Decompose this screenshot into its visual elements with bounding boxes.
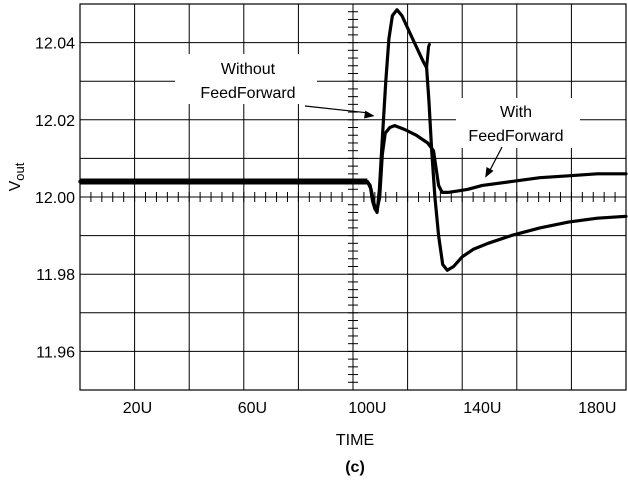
x-tick-label: 100U (348, 400, 386, 417)
annotation-with-line1: With (500, 104, 532, 121)
series-layer (78, 8, 628, 272)
annotation-without-line1: Without (221, 61, 276, 78)
y-tick-label: 11.96 (36, 344, 75, 361)
annotation-with-line2: FeedForward (468, 128, 563, 145)
plot-frame (79, 3, 627, 391)
annotation-without-background (175, 54, 317, 104)
x-tick-label: 140U (463, 400, 501, 417)
x-axis-label: TIME (336, 432, 374, 449)
x-tick-label: 20U (123, 400, 152, 417)
y-axis-label-subscript: out (12, 162, 27, 180)
annotations: Without FeedForward With FeedForward (175, 54, 580, 178)
series-line-without-feedforward-spike (425, 43, 431, 70)
annotation-without-arrow (304, 105, 369, 114)
y-tick-label: 12.04 (35, 36, 75, 53)
figure-caption: (c) (345, 459, 365, 476)
annotation-with-background (456, 98, 580, 148)
y-tick-label: 12.00 (35, 190, 75, 207)
y-tick-label: 12.02 (35, 113, 75, 130)
y-tick-labels: 11.96 11.98 12.00 12.02 12.04 (35, 36, 75, 362)
y-axis-label: Vout (7, 162, 27, 191)
series-line-with-feedforward (78, 124, 628, 213)
y-tick-label: 11.98 (36, 267, 75, 284)
x-tick-labels: 20U 60U 100U 140U 180U (123, 400, 617, 417)
annotation-without-arrowhead (364, 110, 375, 119)
y-axis-label-v: V (7, 180, 24, 191)
y-axis-label-main: Vout (7, 162, 27, 191)
x-tick-label: 180U (578, 400, 616, 417)
annotation-with-arrowhead (485, 167, 494, 178)
center-axis-ticks (90, 11, 616, 383)
x-tick-label: 60U (238, 400, 267, 417)
annotation-without-line2: FeedForward (200, 85, 295, 102)
